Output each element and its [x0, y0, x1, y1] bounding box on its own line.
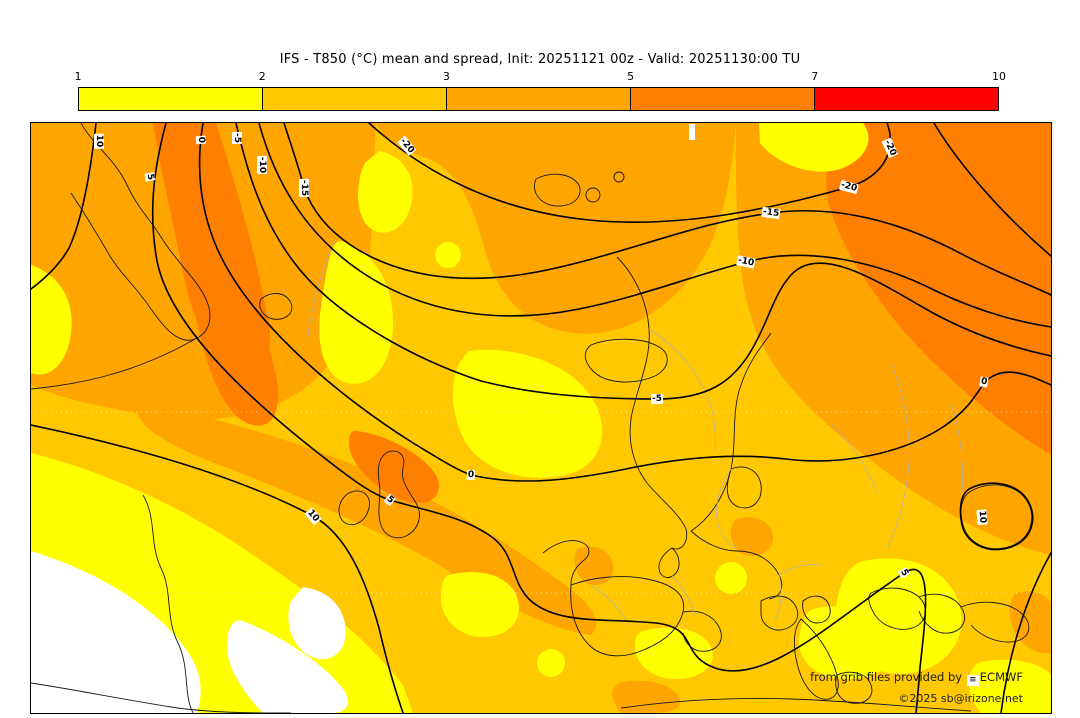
contour-label: 0 [466, 469, 476, 481]
contour-label: -20 [838, 179, 860, 195]
colorbar-segment [79, 88, 263, 110]
credit-copyright: ©2025 sb@irizone.net [898, 692, 1023, 705]
colorbar-segment [263, 88, 447, 110]
contour-label: 10 [976, 509, 988, 525]
credit-text: from grib files provided by [810, 670, 966, 684]
credits: from grib files provided by ≡ ECMWF ©2025… [810, 670, 1023, 705]
colorbar-tick-label: 7 [811, 70, 819, 83]
colorbar-ticks: 1 2 3 5 7 10 [74, 70, 1007, 86]
temperature-contours [31, 123, 1051, 713]
contour-label: 10 [94, 133, 104, 149]
contour-label: -10 [736, 255, 756, 269]
contour-label: 0 [979, 376, 989, 388]
country-borders [306, 242, 963, 626]
colorbar-segment [447, 88, 631, 110]
colorbar-segments [78, 87, 999, 111]
credit-provider: ECMWF [979, 670, 1023, 684]
spread-colorbar: 1 2 3 5 7 10 [74, 70, 1007, 112]
map-canvas [31, 123, 1051, 713]
colorbar-tick-label: 3 [442, 70, 450, 83]
contour-label: 10 [304, 507, 322, 525]
contour-label: 5 [897, 566, 911, 580]
colorbar-segment [631, 88, 815, 110]
contour-label: -20 [881, 137, 899, 159]
contour-label: -10 [257, 155, 267, 175]
coastlines [31, 123, 1033, 713]
spread-5-7-region [153, 123, 1051, 504]
contour-label: -5 [232, 132, 242, 144]
contour-label: -5 [651, 394, 663, 404]
spread-below-1-region [31, 124, 695, 713]
weather-map: 10 5 0 -5 -10 -15 -20 -20 -20 -15 -10 -5 0 0 5 5 10 10 fr… [30, 122, 1052, 714]
contour-label: 5 [144, 172, 156, 182]
contour-label: -20 [397, 135, 417, 157]
graticule-lines [31, 411, 1051, 594]
contour-label-layer: 10 5 0 -5 -10 -15 -20 -20 -20 -15 -10 -5 0 0 5 5 10 10 [31, 123, 1051, 713]
contour-label: -15 [299, 178, 309, 198]
contour-label: 0 [195, 135, 207, 145]
colorbar-tick-label: 5 [627, 70, 635, 83]
credit-provider-line: from grib files provided by ≡ ECMWF [810, 670, 1023, 686]
contour-label: 5 [383, 493, 397, 507]
colorbar-segment [815, 88, 998, 110]
colorbar-tick-label: 10 [992, 70, 1006, 83]
chart-title: IFS - T850 (°C) mean and spread, Init: 2… [279, 52, 801, 67]
contour-label: -15 [761, 206, 781, 220]
ecmwf-logo-icon: ≡ [966, 675, 979, 686]
colorbar-tick-label: 2 [258, 70, 266, 83]
colorbar-tick-label: 1 [74, 70, 82, 83]
